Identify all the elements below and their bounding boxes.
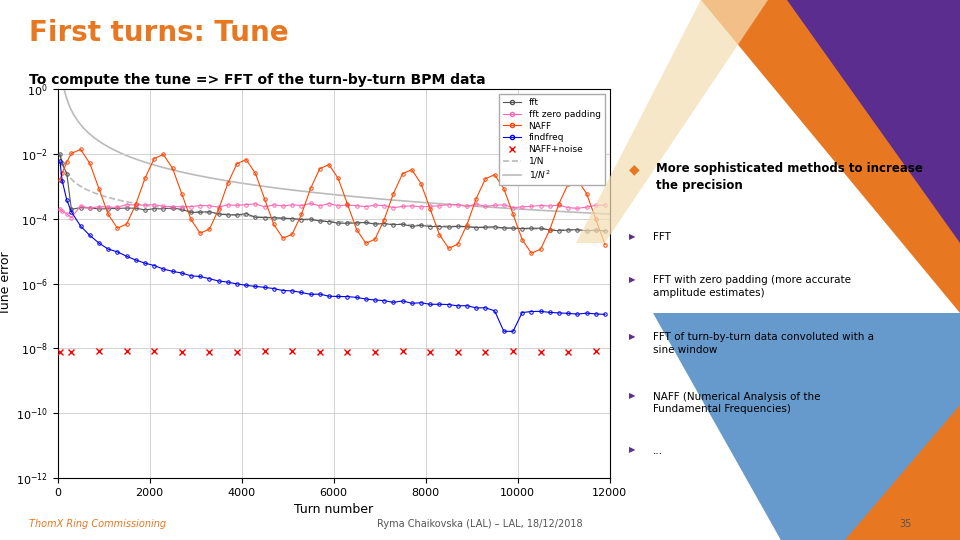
Text: Ryma Chaikovska (LAL) – LAL, 18/12/2018: Ryma Chaikovska (LAL) – LAL, 18/12/2018 bbox=[377, 519, 583, 529]
Text: ▶: ▶ bbox=[629, 332, 636, 341]
Text: FFT of turn-by-turn data convoluted with a
sine window: FFT of turn-by-turn data convoluted with… bbox=[653, 332, 874, 355]
Text: ▶: ▶ bbox=[629, 392, 636, 401]
Text: ThomX Ring Commissioning: ThomX Ring Commissioning bbox=[29, 519, 166, 529]
Text: 35: 35 bbox=[900, 519, 912, 529]
Legend: fft, fft zero padding, NAFF, findfreq, NAFF+noise, 1/N, $1/N^2$: fft, fft zero padding, NAFF, findfreq, N… bbox=[499, 93, 605, 185]
Text: ...: ... bbox=[653, 446, 663, 456]
Text: FFT: FFT bbox=[653, 232, 671, 242]
Text: FFT with zero padding (more accurate
amplitude estimates): FFT with zero padding (more accurate amp… bbox=[653, 275, 851, 298]
Text: ▶: ▶ bbox=[629, 232, 636, 241]
X-axis label: Turn number: Turn number bbox=[294, 503, 373, 516]
Text: NAFF (Numerical Analysis of the
Fundamental Frequencies): NAFF (Numerical Analysis of the Fundamen… bbox=[653, 392, 820, 414]
Y-axis label: Tune error: Tune error bbox=[0, 252, 12, 315]
Text: ▶: ▶ bbox=[629, 275, 636, 285]
Text: To compute the tune => FFT of the turn-by-turn BPM data: To compute the tune => FFT of the turn-b… bbox=[29, 73, 486, 87]
Text: ▶: ▶ bbox=[629, 446, 636, 455]
Text: ◆: ◆ bbox=[629, 162, 639, 176]
Text: More sophisticated methods to increase
the precision: More sophisticated methods to increase t… bbox=[656, 162, 923, 192]
Text: First turns: Tune: First turns: Tune bbox=[29, 19, 288, 47]
